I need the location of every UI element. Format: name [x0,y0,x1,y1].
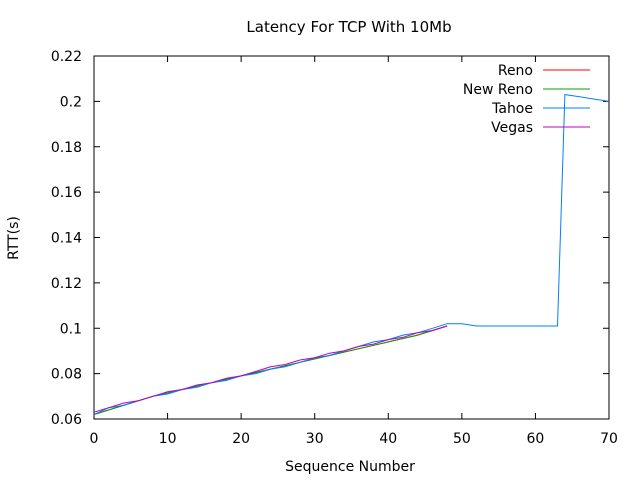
y-tick-label: 0.08 [51,367,82,383]
legend-label: Reno [498,63,533,79]
legend-label: New Reno [463,82,533,98]
series-line-reno [93,325,448,415]
legend: Reno New Reno Tahoe Vegas [463,63,590,136]
x-tick-label: 10 [159,431,177,447]
axis-ticks: 0 10 20 30 40 50 60 70 0.06 0.08 0.1 0.12 0.14 0.16 0.… [51,49,618,447]
series-line-tahoe [93,94,610,415]
x-tick-label: 70 [600,431,618,447]
x-axis-label: Sequence Number [285,459,415,475]
y-axis-label: RTT(s) [6,216,22,260]
legend-label: Vegas [491,120,533,136]
x-tick-label: 20 [232,431,250,447]
x-tick-label: 60 [527,431,545,447]
x-tick-label: 30 [306,431,324,447]
series-line-vegas [93,325,448,413]
series-layer [93,94,610,415]
y-tick-label: 0.12 [51,276,82,292]
y-tick-label: 0.18 [51,140,82,156]
chart-title: Latency For TCP With 10Mb [246,18,451,36]
y-tick-label: 0.16 [51,185,82,201]
y-tick-label: 0.22 [51,49,82,65]
legend-label: Tahoe [491,101,533,117]
series-line-new-reno [93,325,448,415]
x-tick-label: 40 [379,431,397,447]
y-tick-label: 0.14 [51,231,82,247]
y-tick-label: 0.1 [60,321,82,337]
y-tick-label: 0.2 [60,94,82,110]
x-tick-label: 0 [90,431,99,447]
x-tick-label: 50 [453,431,471,447]
y-tick-label: 0.06 [51,412,82,428]
